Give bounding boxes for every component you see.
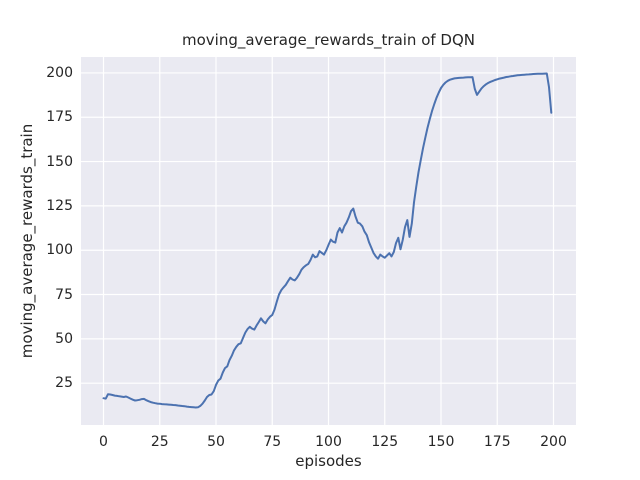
data-line-series [102, 72, 553, 409]
y-tick-label: 175 [46, 109, 73, 126]
y-tick-label: 25 [55, 375, 73, 392]
y-tick-label: 125 [46, 197, 73, 214]
x-tick-label: 50 [207, 434, 225, 450]
x-tick-label: 25 [150, 434, 169, 450]
x-tick-label: 100 [315, 434, 342, 450]
y-tick-label: 50 [55, 330, 73, 347]
x-tick-label: 0 [99, 434, 108, 450]
x-tick-label: 125 [371, 434, 399, 450]
y-tick-label: 75 [55, 286, 73, 303]
chart-title: moving_average_rewards_train of DQN [181, 31, 476, 49]
x-axis-label: episodes [295, 452, 362, 470]
y-tick-label: 100 [46, 242, 73, 259]
x-tick-label: 175 [483, 434, 511, 450]
x-tick-label: 150 [427, 434, 455, 450]
x-tick-label: 200 [540, 434, 567, 450]
x-tick-label: 75 [263, 434, 282, 450]
y-tick-label: 200 [46, 64, 73, 81]
y-tick-label: 150 [46, 153, 73, 170]
